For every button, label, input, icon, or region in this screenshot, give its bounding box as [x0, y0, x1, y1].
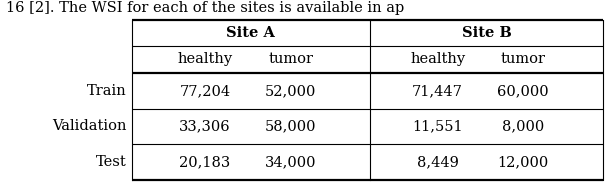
Text: Test: Test — [96, 155, 127, 169]
Text: 11,551: 11,551 — [412, 119, 463, 133]
Text: Site B: Site B — [461, 26, 512, 40]
Text: tumor: tumor — [501, 52, 546, 66]
Text: healthy: healthy — [177, 52, 233, 66]
Text: Train: Train — [87, 84, 127, 98]
Text: 77,204: 77,204 — [179, 84, 231, 98]
Text: 20,183: 20,183 — [179, 155, 231, 169]
Text: healthy: healthy — [410, 52, 465, 66]
Text: Site A: Site A — [226, 26, 275, 40]
Text: 34,000: 34,000 — [265, 155, 316, 169]
Text: 8,449: 8,449 — [417, 155, 458, 169]
Text: 60,000: 60,000 — [498, 84, 549, 98]
Text: Validation: Validation — [52, 119, 127, 133]
Text: 71,447: 71,447 — [412, 84, 463, 98]
Text: 8,000: 8,000 — [502, 119, 545, 133]
Text: 52,000: 52,000 — [265, 84, 316, 98]
Text: 16 [2]. The WSI for each of the sites is available in ap: 16 [2]. The WSI for each of the sites is… — [6, 1, 405, 15]
Text: 58,000: 58,000 — [265, 119, 316, 133]
Text: 12,000: 12,000 — [498, 155, 549, 169]
Text: 33,306: 33,306 — [179, 119, 231, 133]
Text: tumor: tumor — [268, 52, 313, 66]
